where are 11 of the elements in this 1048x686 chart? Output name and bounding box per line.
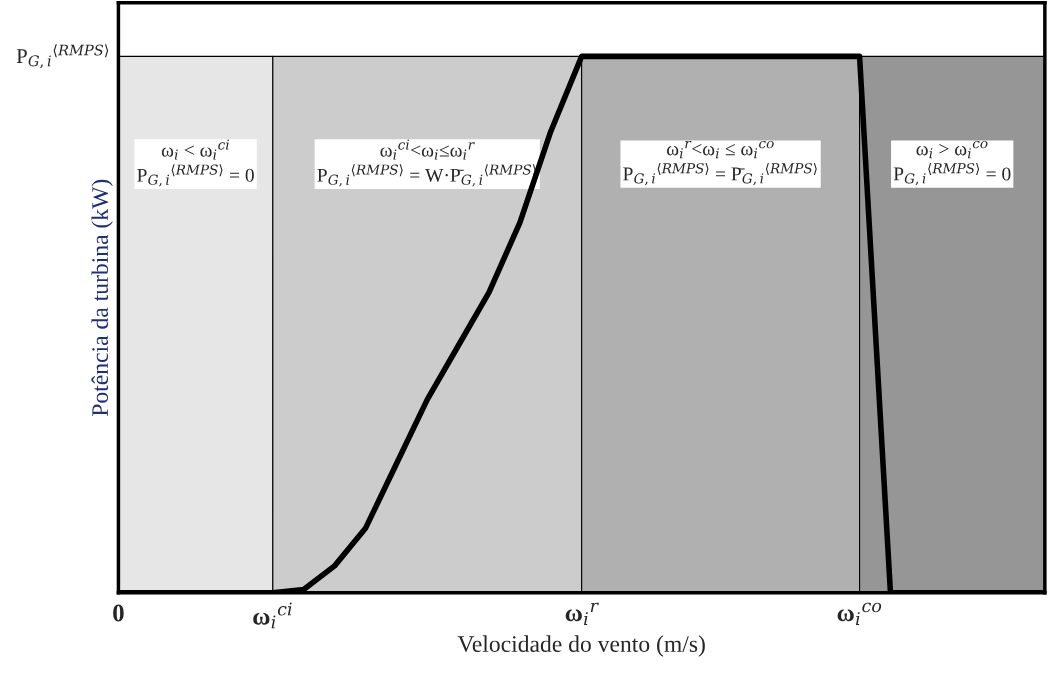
x-tick-label: ω$_{i}$$^{co}$ bbox=[837, 602, 882, 625]
x-tick-label: 0 bbox=[113, 604, 124, 622]
x-axis-title: Velocidade do vento (m/s) bbox=[457, 635, 705, 657]
text: ω$_{i}$ > ω$_{i}$$^{co}$ P$_{G,i}$$^{⟨RMPS⟩}$ = 0 bbox=[893, 140, 1011, 186]
text: ω$_{i}$$^{ci}$<ω$_{i}$≤ω$_{i}$$^{r}$ P$_{G,i}$$^{⟨RMPS⟩}$ = W·P̄$_{G,i}$$^{⟨RMPS⟩}$ bbox=[317, 139, 536, 187]
x-tick-label: ω$_{i}$$^{ci}$ bbox=[253, 602, 292, 629]
x-tick-label: ω$_{i}$$^{r}$ bbox=[565, 602, 599, 625]
text: ω$_{i}$$^{r}$<ω$_{i}$ ≤ ω$_{i}$$^{co}$ P$_{G,i}$$^{⟨RMPS⟩}$ = P̄$_{G,i}$$^{⟨RMPS⟩}$ bbox=[623, 140, 817, 186]
text: ω$_{i}$ < ω$_{i}$$^{ci}$ P$_{G,i}$$^{⟨RMPS⟩}$ = 0 bbox=[137, 139, 254, 187]
y-axis-title: Potência da turbina (kW) bbox=[91, 179, 113, 417]
text: P$_{G,i}$$^{⟨RMPS⟩}$ bbox=[16, 44, 109, 69]
